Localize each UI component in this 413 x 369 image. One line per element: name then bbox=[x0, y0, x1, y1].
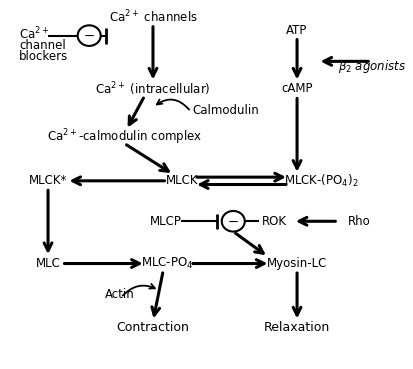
Text: blockers: blockers bbox=[19, 50, 69, 63]
Text: $\beta_2$ agonists: $\beta_2$ agonists bbox=[338, 58, 406, 75]
Text: Rho: Rho bbox=[347, 215, 370, 228]
Text: MLC: MLC bbox=[36, 257, 60, 270]
Text: Ca$^{2+}$ channels: Ca$^{2+}$ channels bbox=[109, 9, 197, 25]
Text: Contraction: Contraction bbox=[116, 321, 190, 334]
Text: Ca$^{2+}$: Ca$^{2+}$ bbox=[19, 25, 50, 42]
Text: Calmodulin: Calmodulin bbox=[192, 104, 259, 117]
Text: Ca$^{2+}$-calmodulin complex: Ca$^{2+}$-calmodulin complex bbox=[47, 127, 202, 146]
Text: Relaxation: Relaxation bbox=[264, 321, 330, 334]
Text: $-$: $-$ bbox=[83, 29, 95, 42]
Text: MLCP: MLCP bbox=[150, 215, 181, 228]
Text: ROK: ROK bbox=[262, 215, 287, 228]
Text: Actin: Actin bbox=[105, 288, 135, 301]
Text: MLCK*: MLCK* bbox=[29, 174, 67, 187]
Text: $-$: $-$ bbox=[228, 215, 239, 228]
Text: MLC-PO$_4$: MLC-PO$_4$ bbox=[141, 256, 194, 271]
Text: MLCK: MLCK bbox=[166, 174, 198, 187]
Text: ATP: ATP bbox=[286, 24, 308, 37]
Text: Ca$^{2+}$ (intracellular): Ca$^{2+}$ (intracellular) bbox=[95, 80, 211, 98]
Text: Myosin-LC: Myosin-LC bbox=[267, 257, 327, 270]
Text: channel: channel bbox=[19, 39, 66, 52]
Text: MLCK-(PO$_4$)$_2$: MLCK-(PO$_4$)$_2$ bbox=[285, 173, 359, 189]
Text: cAMP: cAMP bbox=[281, 82, 313, 96]
